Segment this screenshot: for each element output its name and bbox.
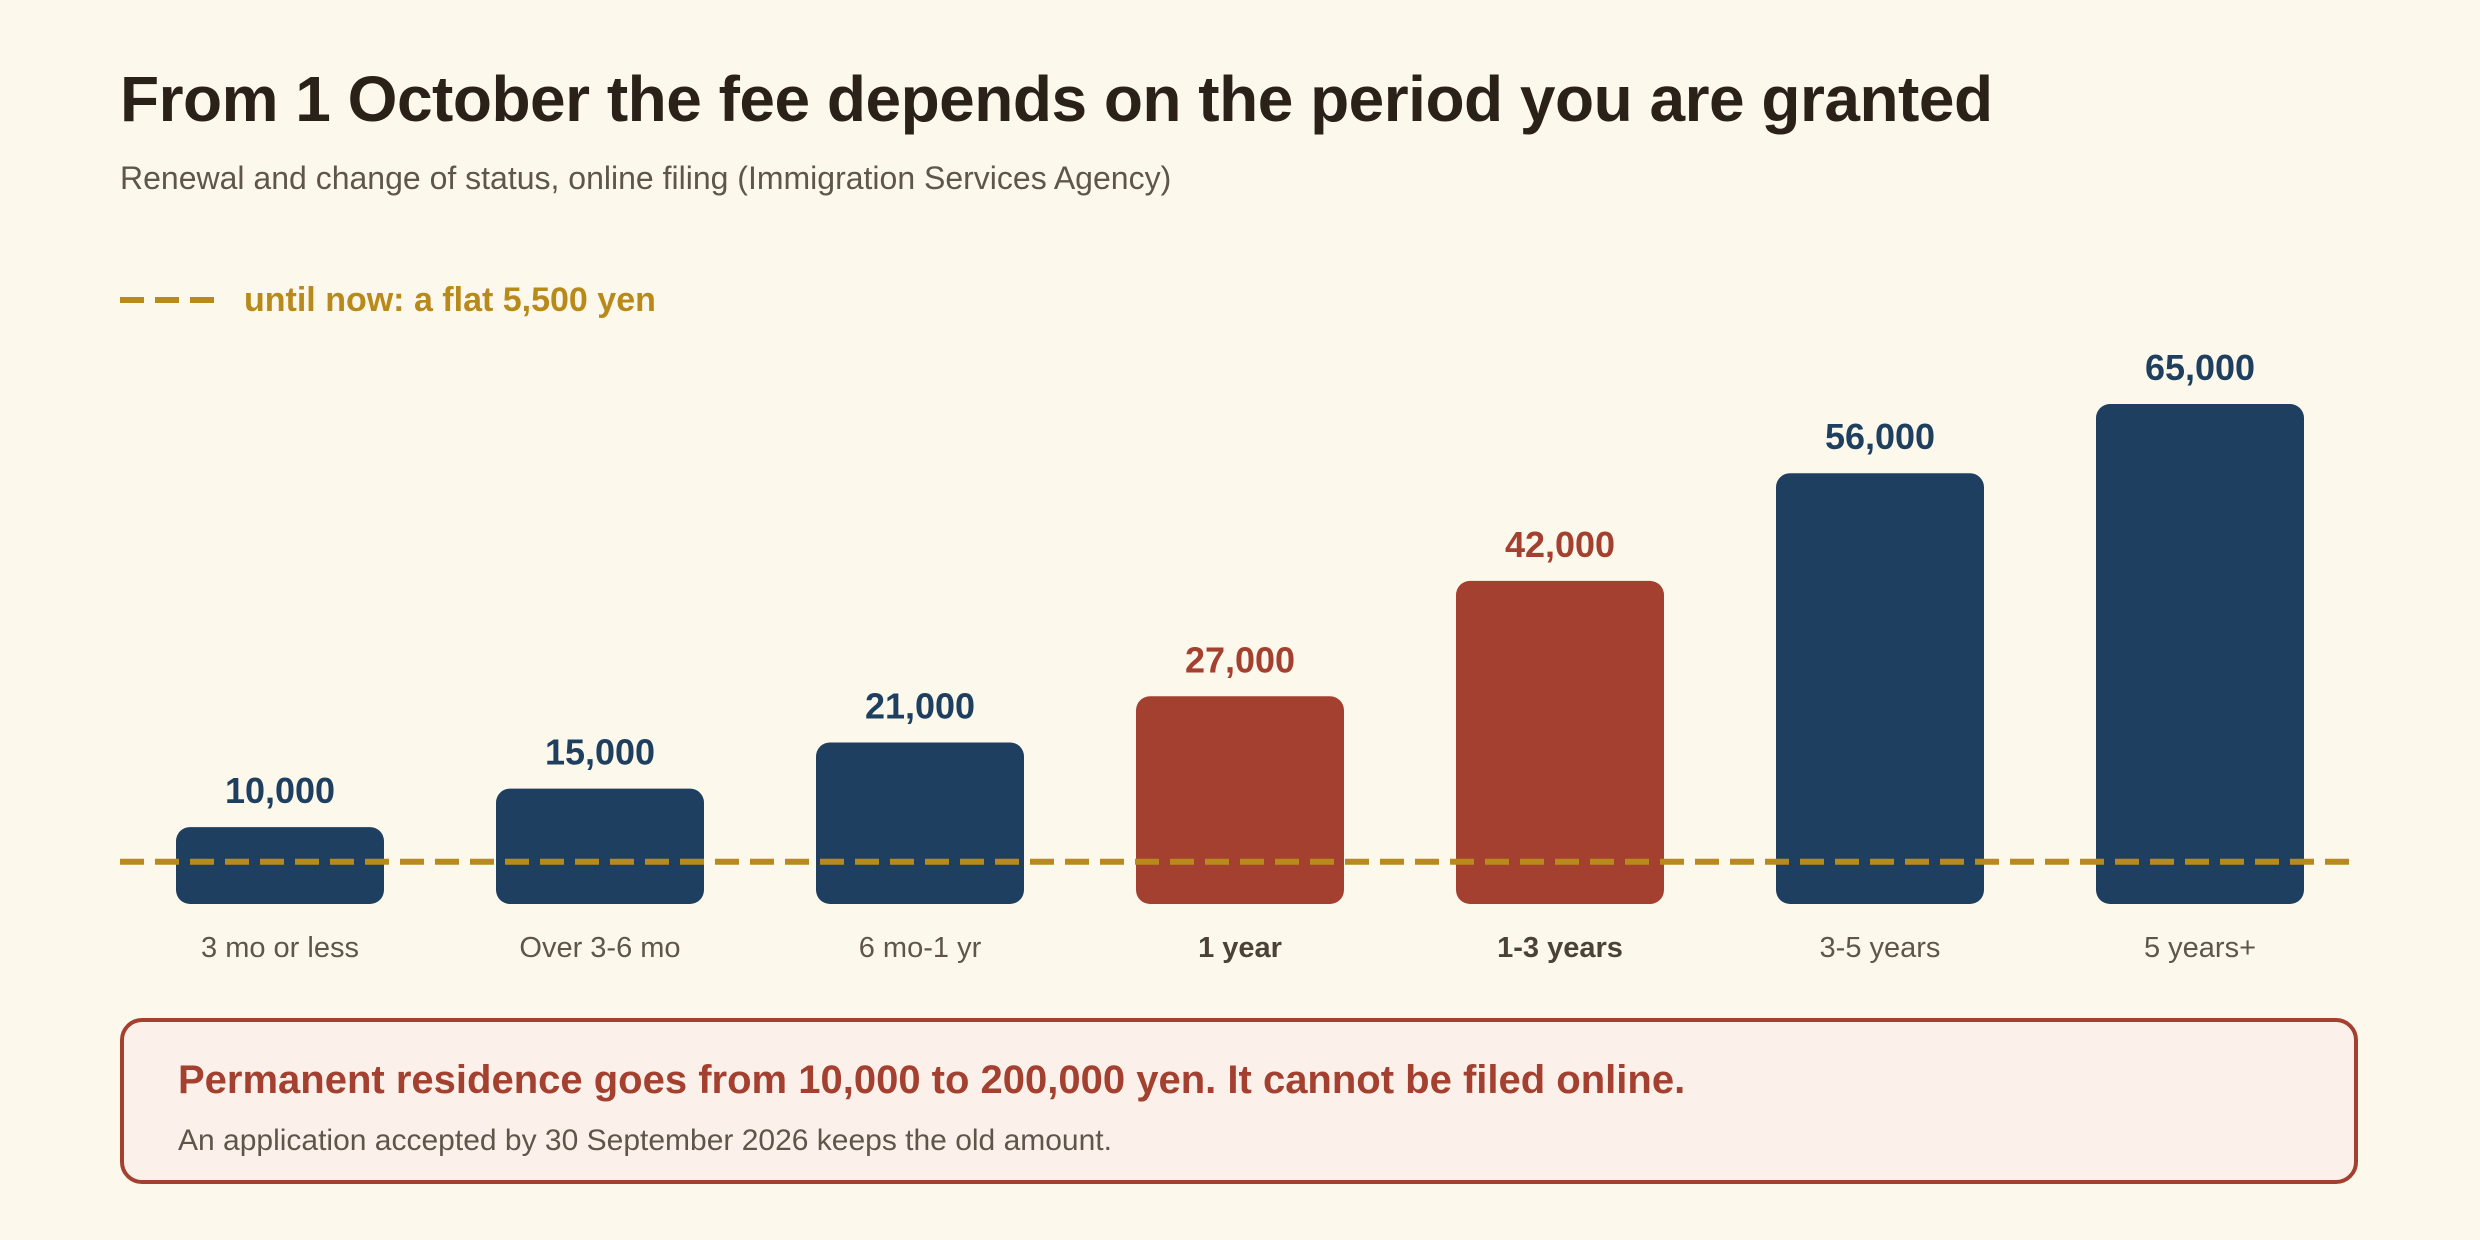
- category-label-6-mo-1-yr: 6 mo-1 yr: [859, 932, 982, 964]
- bar-over-3-6-mo: [496, 788, 704, 904]
- fee-bar-chart: 10,000 3 mo or less 15,000 Over 3-6 mo 21,00…: [120, 347, 2360, 964]
- category-label-5-years: 5 years+: [2144, 932, 2256, 964]
- page-subtitle: Renewal and change of status, online fil…: [120, 160, 1172, 196]
- category-label-over-3-6-mo: Over 3-6 mo: [519, 932, 680, 964]
- bar-1-3-years: [1456, 580, 1664, 904]
- page-title: From 1 October the fee depends on the pe…: [120, 63, 1993, 135]
- value-label-1-3-years: 42,000: [1505, 524, 1615, 565]
- category-label-1-3-years: 1-3 years: [1497, 932, 1623, 964]
- bar-3-mo-or-less: [176, 827, 384, 904]
- bar-5-years: [2096, 404, 2304, 904]
- value-label-3-5-years: 56,000: [1825, 416, 1935, 457]
- chart-legend: until now: a flat 5,500 yen: [120, 276, 656, 324]
- bar-1-year: [1136, 696, 1344, 904]
- value-label-over-3-6-mo: 15,000: [545, 732, 655, 773]
- value-label-5-years: 65,000: [2145, 347, 2255, 388]
- bar-3-5-years: [1776, 473, 1984, 904]
- value-label-1-year: 27,000: [1185, 639, 1295, 680]
- legend-dashed-line-swatch: [120, 297, 214, 303]
- legend-label: until now: a flat 5,500 yen: [244, 280, 656, 319]
- category-label-1-year: 1 year: [1198, 932, 1282, 964]
- permanent-residence-note: Permanent residence goes from 10,000 to …: [120, 1018, 2358, 1184]
- note-headline: Permanent residence goes from 10,000 to …: [178, 1058, 1686, 1102]
- category-label-3-5-years: 3-5 years: [1820, 932, 1941, 964]
- bar-6-mo-1-yr: [816, 742, 1024, 904]
- note-detail: An application accepted by 30 September …: [178, 1124, 1112, 1157]
- value-label-6-mo-1-yr: 21,000: [865, 685, 975, 726]
- category-label-3-mo-or-less: 3 mo or less: [201, 932, 359, 964]
- value-label-3-mo-or-less: 10,000: [225, 770, 335, 811]
